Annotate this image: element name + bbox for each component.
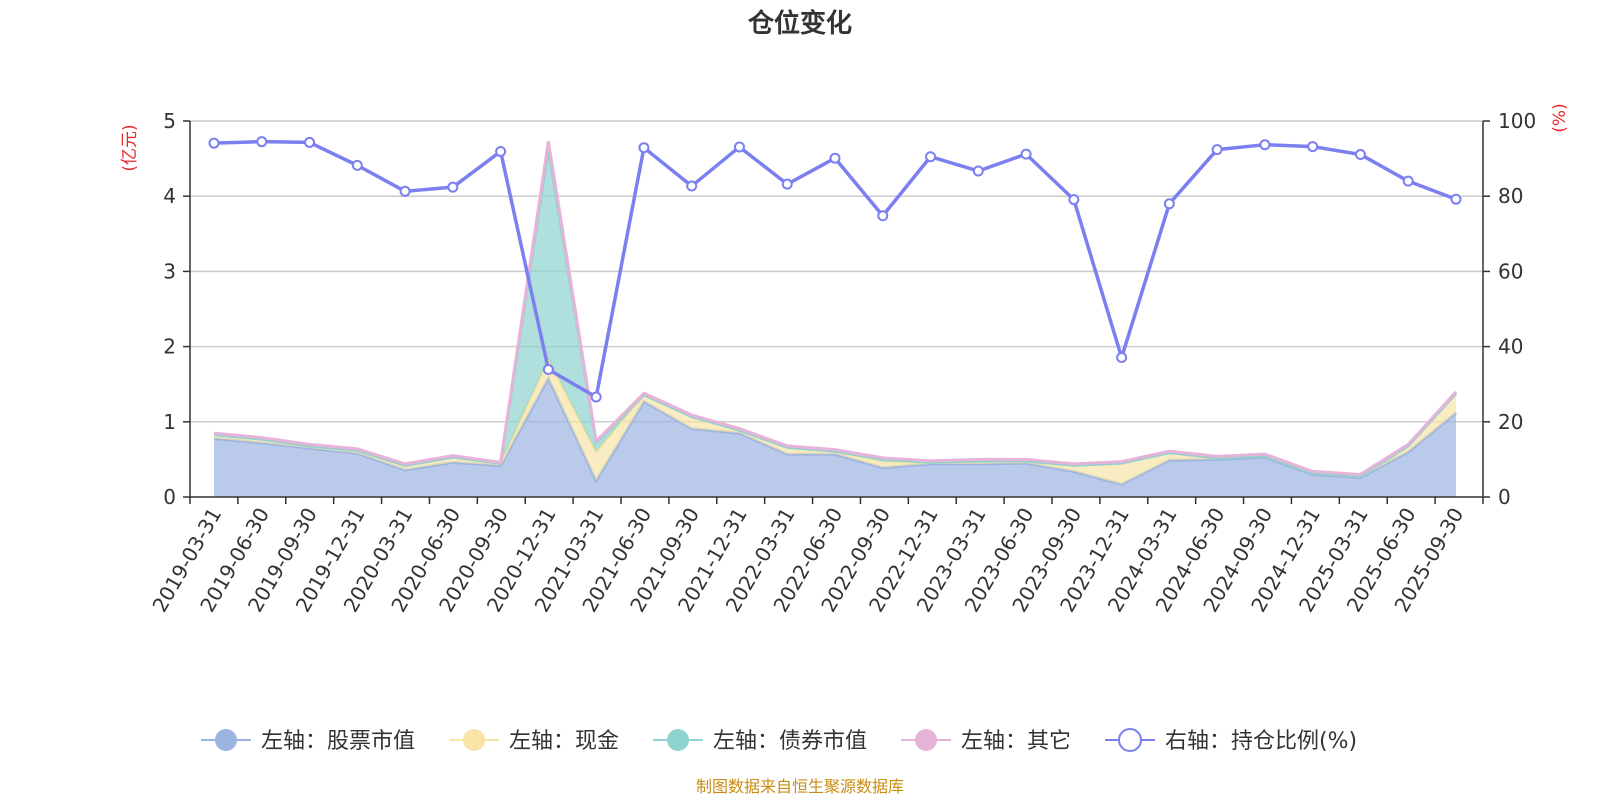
ratio-point — [256, 136, 268, 148]
ratio-point — [1068, 194, 1080, 206]
area-edge-3 — [213, 141, 1458, 476]
legend-label: 左轴：其它 — [961, 729, 1071, 754]
ratio-point — [925, 151, 937, 163]
ratio-point — [208, 137, 220, 149]
right-axis-tick-label: 0 — [1498, 485, 1511, 509]
right-axis-tick-label: 20 — [1498, 410, 1523, 434]
grid-lines — [190, 120, 1483, 423]
ratio-line — [213, 139, 1457, 399]
right-axis-tick-label: 100 — [1498, 109, 1536, 133]
area-0 — [214, 378, 1456, 497]
right-axis-tick-label: 80 — [1498, 184, 1523, 208]
ratio-point — [304, 136, 316, 148]
ratio-point — [542, 364, 554, 376]
ratio-point — [1163, 198, 1175, 210]
ratio-point — [447, 181, 459, 193]
filled-circle-icon — [915, 729, 937, 751]
ratio-point — [1020, 148, 1032, 160]
ratio-point — [1354, 148, 1366, 160]
source-note: 制图数据来自恒生聚源数据库 — [696, 777, 904, 796]
legend-label: 左轴：现金 — [509, 729, 619, 754]
ratio-point — [972, 165, 984, 177]
hollow-circle-icon — [1118, 728, 1142, 752]
filled-circle-icon — [463, 729, 485, 751]
right-axis-unit: (%) — [1550, 103, 1570, 132]
area-edge-2 — [213, 148, 1458, 478]
legend-label: 左轴：债券市值 — [713, 729, 867, 754]
ratio-point — [1402, 175, 1414, 187]
legend: 左轴：股票市值 左轴：现金 左轴：债券市值 左轴：其它 右轴：持仓比例(%) — [201, 728, 1357, 754]
ratio-point — [1211, 144, 1223, 156]
ratio-point — [399, 185, 411, 197]
left-axis-unit: (亿元) — [120, 124, 140, 171]
ratio-point — [1259, 139, 1271, 151]
stacked-areas — [213, 141, 1458, 497]
ratio-point — [1450, 193, 1462, 205]
left-axis-tick-label: 0 — [163, 485, 176, 509]
ratio-point — [351, 159, 363, 171]
chart-title: 仓位变化 — [747, 8, 852, 39]
ratio-point — [1116, 352, 1128, 364]
left-axis-tick-label: 4 — [163, 184, 176, 208]
left-axis-tick-label: 5 — [163, 109, 176, 133]
ratio-point — [590, 391, 602, 403]
ratio-point — [877, 210, 889, 222]
left-axis-tick-label: 3 — [163, 259, 176, 283]
right-axis-tick-label: 40 — [1498, 335, 1523, 359]
holding-ratio-line — [208, 136, 1462, 403]
filled-circle-icon — [667, 729, 689, 751]
filled-circle-icon — [215, 729, 237, 751]
ratio-point — [829, 152, 841, 164]
legend-label: 左轴：股票市值 — [261, 729, 415, 754]
ratio-point — [733, 141, 745, 153]
right-axis-tick-label: 60 — [1498, 259, 1523, 283]
ratio-point — [781, 178, 793, 190]
legend-label: 右轴：持仓比例(%) — [1165, 729, 1357, 754]
ratio-point — [1307, 141, 1319, 153]
area-2 — [214, 148, 1456, 476]
left-axis-tick-label: 2 — [163, 335, 176, 359]
ratio-point — [495, 145, 507, 157]
ratio-point — [686, 180, 698, 192]
axes: 0123450204060801002019-03-312019-06-3020… — [147, 109, 1536, 616]
left-axis-tick-label: 1 — [163, 410, 176, 434]
ratio-point — [638, 142, 650, 154]
